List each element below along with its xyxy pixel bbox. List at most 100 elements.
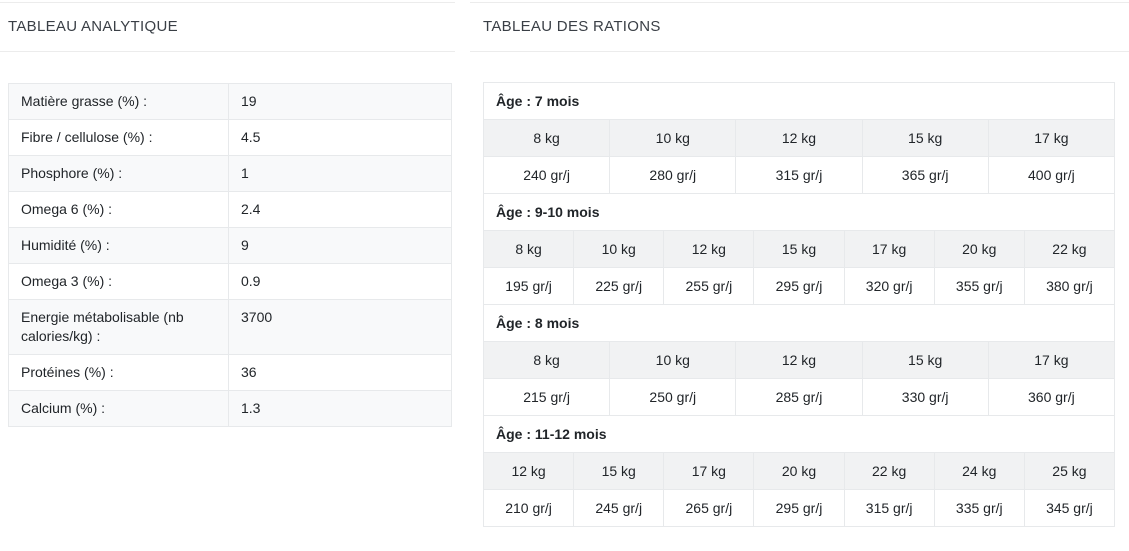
analytical-row-value: 0.9 [228,263,452,300]
analytical-row: Phosphore (%) :1 [8,155,452,192]
analytical-row-value: 1 [228,155,452,192]
weight-header-cell: 17 kg [987,341,1116,379]
weight-header-row: 8 kg 10 kg 12 kg 15 kg 17 kg [482,341,1116,379]
age-header-row: Âge : 7 mois [483,82,1115,120]
rations-section-table: Âge : 11-12 mois 12 kg 15 kg 17 kg 20 kg 22 k… [482,415,1116,527]
weight-header-cell: 15 kg [573,452,665,490]
ration-value-cell: 285 gr/j [735,378,863,416]
ration-value-cell: 250 gr/j [609,378,737,416]
weight-header-row: 8 kg 10 kg 12 kg 15 kg 17 kg 20 kg 22 kg [482,230,1116,268]
ration-value-cell: 295 gr/j [753,489,845,527]
weight-header-cell: 22 kg [843,452,935,490]
analytical-row-value: 2.4 [228,191,452,228]
weight-header-cell: 22 kg [1023,230,1116,268]
analytical-row: Omega 3 (%) :0.9 [8,263,452,300]
analytical-row: Calcium (%) :1.3 [8,390,452,427]
weight-header-cell: 8 kg [482,230,575,268]
analytical-row: Protéines (%) :36 [8,354,452,391]
ration-value-cell: 255 gr/j [663,267,755,305]
ration-value-cell: 335 gr/j [933,489,1025,527]
rations-panel-title: TABLEAU DES RATIONS [483,18,661,35]
weight-header-row: 8 kg 10 kg 12 kg 15 kg 17 kg [482,119,1116,157]
analytical-row-value: 3700 [228,299,452,355]
ration-value-cell: 215 gr/j [482,378,611,416]
analytical-row: Omega 6 (%) :2.4 [8,191,452,228]
ration-value-cell: 365 gr/j [861,156,989,194]
ration-value-cell: 315 gr/j [735,156,863,194]
ration-value-cell: 345 gr/j [1023,489,1116,527]
weight-header-cell: 10 kg [609,119,737,157]
ration-value-row: 195 gr/j 225 gr/j 255 gr/j 295 gr/j 320 gr/j… [482,267,1116,305]
analytical-panel-title: TABLEAU ANALYTIQUE [8,18,178,35]
ration-value-cell: 315 gr/j [843,489,935,527]
age-label: Âge : 11-12 mois [483,415,1115,453]
ration-value-cell: 240 gr/j [482,156,611,194]
rations-section-table: Âge : 8 mois 8 kg 10 kg 12 kg 15 kg 17 kg 215 … [482,304,1116,416]
analytical-row: Humidité (%) :9 [8,227,452,264]
analytical-row-value: 1.3 [228,390,452,427]
age-label: Âge : 7 mois [483,82,1115,120]
weight-header-cell: 25 kg [1023,452,1116,490]
product-info-panels: TABLEAU ANALYTIQUE Matière grasse (%) :1… [0,2,1129,527]
analytical-row: Energie métabolisable (nb calories/kg) :… [8,299,452,355]
weight-header-cell: 8 kg [482,341,611,379]
analytical-row: Fibre / cellulose (%) :4.5 [8,119,452,156]
age-label: Âge : 9-10 mois [483,193,1115,231]
analytical-row-label: Phosphore (%) : [8,155,229,192]
weight-header-cell: 17 kg [987,119,1116,157]
weight-header-cell: 12 kg [663,230,755,268]
analytical-panel: TABLEAU ANALYTIQUE Matière grasse (%) :1… [0,2,455,427]
rations-section-table: Âge : 7 mois 8 kg 10 kg 12 kg 15 kg 17 kg 240 … [482,82,1116,194]
analytical-row-value: 9 [228,227,452,264]
analytical-table: Matière grasse (%) :19 Fibre / cellulose … [8,83,452,427]
weight-header-cell: 15 kg [861,341,989,379]
ration-value-cell: 225 gr/j [573,267,665,305]
weight-header-cell: 24 kg [933,452,1025,490]
analytical-row-label: Protéines (%) : [8,354,229,391]
weight-header-cell: 20 kg [753,452,845,490]
ration-value-cell: 355 gr/j [933,267,1025,305]
ration-value-cell: 245 gr/j [573,489,665,527]
analytical-row-label: Fibre / cellulose (%) : [8,119,229,156]
analytical-row-label: Omega 3 (%) : [8,263,229,300]
weight-header-cell: 10 kg [573,230,665,268]
analytical-row-value: 19 [228,83,452,120]
ration-value-cell: 360 gr/j [987,378,1116,416]
age-label: Âge : 8 mois [483,304,1115,342]
age-header-row: Âge : 9-10 mois [483,193,1115,231]
weight-header-cell: 12 kg [735,341,863,379]
weight-header-cell: 20 kg [933,230,1025,268]
analytical-row-label: Matière grasse (%) : [8,83,229,120]
analytical-row-value: 4.5 [228,119,452,156]
analytical-panel-header: TABLEAU ANALYTIQUE [0,3,455,52]
analytical-table-body: Matière grasse (%) :19 Fibre / cellulose … [8,83,452,427]
ration-value-cell: 280 gr/j [609,156,737,194]
ration-value-cell: 195 gr/j [482,267,575,305]
analytical-row-label: Energie métabolisable (nb calories/kg) : [8,299,229,355]
analytical-row-label: Omega 6 (%) : [8,191,229,228]
analytical-row: Matière grasse (%) :19 [8,83,452,120]
rations-panel: TABLEAU DES RATIONS Âge : 7 mois 8 kg 10 k… [470,2,1129,527]
ration-value-cell: 380 gr/j [1023,267,1116,305]
weight-header-cell: 8 kg [482,119,611,157]
rations-panel-header: TABLEAU DES RATIONS [470,3,1129,52]
age-header-row: Âge : 11-12 mois [483,415,1115,453]
weight-header-cell: 12 kg [735,119,863,157]
ration-value-row: 215 gr/j 250 gr/j 285 gr/j 330 gr/j 360 gr/j [482,378,1116,416]
weight-header-cell: 12 kg [482,452,575,490]
age-header-row: Âge : 8 mois [483,304,1115,342]
ration-value-cell: 210 gr/j [482,489,575,527]
weight-header-cell: 17 kg [663,452,755,490]
ration-value-cell: 330 gr/j [861,378,989,416]
weight-header-cell: 10 kg [609,341,737,379]
weight-header-cell: 15 kg [753,230,845,268]
weight-header-cell: 15 kg [861,119,989,157]
weight-header-row: 12 kg 15 kg 17 kg 20 kg 22 kg 24 kg 25 kg [482,452,1116,490]
ration-value-cell: 320 gr/j [843,267,935,305]
rations-section-table: Âge : 9-10 mois 8 kg 10 kg 12 kg 15 kg 17 kg 2… [482,193,1116,305]
analytical-row-label: Calcium (%) : [8,390,229,427]
ration-value-cell: 295 gr/j [753,267,845,305]
ration-value-row: 240 gr/j 280 gr/j 315 gr/j 365 gr/j 400 gr/j [482,156,1116,194]
ration-value-cell: 400 gr/j [987,156,1116,194]
rations-sections: Âge : 7 mois 8 kg 10 kg 12 kg 15 kg 17 kg 240 … [482,82,1116,527]
